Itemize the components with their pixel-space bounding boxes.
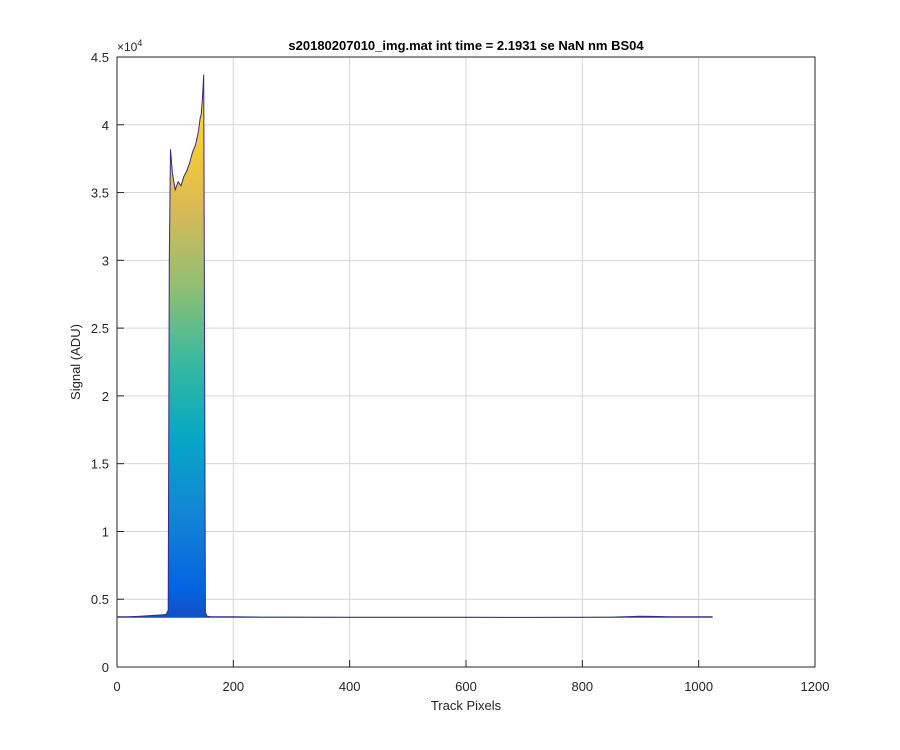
y-axis-exponent: ×104 [117, 38, 142, 54]
data-point [221, 616, 222, 617]
x-tick-label: 400 [339, 679, 361, 694]
data-point [168, 610, 169, 611]
data-point [611, 617, 612, 618]
data-point [152, 615, 153, 616]
data-point [170, 149, 171, 150]
data-point [186, 171, 187, 172]
data-point [200, 118, 201, 119]
y-tick-label: 4.5 [91, 50, 109, 65]
y-tick-label: 2.5 [91, 321, 109, 336]
x-tick-label: 200 [222, 679, 244, 694]
data-point [201, 114, 202, 115]
x-tick-label: 1000 [684, 679, 713, 694]
data-point [207, 616, 208, 617]
data-series [117, 74, 713, 618]
signal-area [117, 74, 713, 618]
data-point [640, 616, 641, 617]
data-point [192, 152, 193, 153]
x-axis-label: Track Pixels [431, 698, 502, 713]
y-tick-label: 0.5 [91, 592, 109, 607]
y-tick-label: 3 [102, 253, 109, 268]
signal-line [117, 74, 713, 618]
data-point [669, 616, 670, 617]
data-point [203, 74, 204, 75]
data-point [524, 617, 525, 618]
y-axis-label: Signal (ADU) [68, 324, 83, 400]
exponent-base: ×10 [117, 40, 138, 54]
data-point [181, 185, 182, 186]
data-point [582, 617, 583, 618]
data-point [195, 145, 196, 146]
data-point [189, 162, 190, 163]
data-point [169, 260, 170, 261]
data-point [407, 617, 408, 618]
data-point [712, 616, 713, 617]
data-point [140, 616, 141, 617]
data-point [128, 616, 129, 617]
data-point [172, 172, 173, 173]
data-point [291, 617, 292, 618]
x-tick-label: 0 [113, 679, 120, 694]
grid-lines [117, 57, 815, 667]
data-point [202, 97, 203, 98]
data-point [652, 616, 653, 617]
y-tick-label: 1.5 [91, 457, 109, 472]
data-point [349, 617, 350, 618]
x-tick-label: 800 [571, 679, 593, 694]
y-tick-label: 1 [102, 524, 109, 539]
chart-title: s20180207010_img.mat int time = 2.1931 s… [288, 38, 644, 53]
data-point [205, 612, 206, 613]
data-point [175, 189, 176, 190]
axis-ticks: 0 200 400 600 800 1000 1200 0 0.5 1 1.5 2 2.5 3 3.5 4 4.… [91, 50, 830, 694]
data-point [210, 616, 211, 617]
data-point [163, 614, 164, 615]
y-tick-label: 0 [102, 660, 109, 675]
data-point [166, 614, 167, 615]
y-tick-label: 3.5 [91, 186, 109, 201]
data-point [198, 131, 199, 132]
data-point [178, 181, 179, 182]
data-point [466, 617, 467, 618]
x-tick-label: 1200 [801, 679, 830, 694]
y-tick-label: 4 [102, 118, 109, 133]
data-point [233, 616, 234, 617]
y-tick-label: 2 [102, 389, 109, 404]
exponent-power: 4 [137, 38, 142, 48]
data-point [698, 616, 699, 617]
data-point [184, 176, 185, 177]
data-point [262, 617, 263, 618]
x-tick-label: 600 [455, 679, 477, 694]
data-point [204, 260, 205, 261]
data-point [629, 616, 630, 617]
